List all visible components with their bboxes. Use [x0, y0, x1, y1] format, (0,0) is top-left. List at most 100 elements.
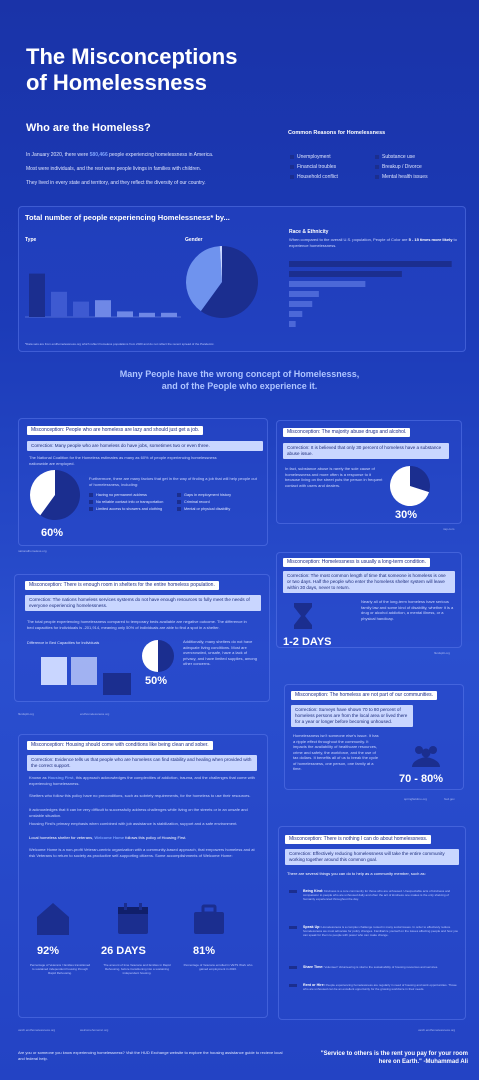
bullet-icon: [290, 165, 294, 169]
reasons-heading: Common Reasons for Homelessness: [288, 130, 386, 136]
m2-source: nsp.com: [443, 527, 455, 531]
calendar-icon: [118, 903, 148, 934]
pie-slice: [186, 246, 222, 312]
race-chart: [289, 261, 452, 327]
m1-text-1: The National Coalition for the Homeless …: [29, 455, 217, 466]
race-bar: [289, 291, 319, 297]
m7-text: There are several things you can do to h…: [287, 871, 426, 876]
bullet-icon: [177, 500, 181, 504]
type-bar: [139, 312, 155, 317]
bullet-icon: [89, 500, 93, 504]
total-heading: Total number of people experiencing Home…: [25, 213, 230, 222]
race-bar: [289, 321, 296, 327]
race-bar: [289, 281, 366, 287]
pie-slice: [390, 466, 430, 506]
m7-item-3: Share Time: Volunteer! Volunteering is v…: [289, 965, 459, 969]
race-bar: [289, 271, 402, 277]
m5-misconception: Misconception: The homeless are not part…: [291, 691, 438, 700]
m6-correction: Correction: Evidence tells us that peopl…: [27, 755, 257, 771]
type-bar: [51, 291, 67, 317]
m2-misconception: Misconception: The majority abuse drugs …: [283, 428, 411, 437]
bed-bar-1: [41, 657, 67, 685]
m6-stat-2-label: The amount of time Veterans and families…: [103, 963, 171, 975]
m6-text-5: Local homeless shelter for veterans, Wel…: [29, 835, 187, 840]
type-chart: [25, 273, 181, 318]
m7-item-2: Speak Up: Homelessness is a complex chal…: [289, 925, 459, 937]
bullet-icon: [89, 507, 93, 511]
m3-source: fluidsplit.org: [434, 651, 451, 655]
m1-text-2: Furthermore, there are many factors that…: [89, 476, 257, 487]
bullet-icon: [290, 155, 294, 159]
reason-item: Breakup / Divorce: [375, 164, 460, 170]
m7-card: Misconception: There is nothing I can do…: [278, 826, 466, 1020]
type-bar: [117, 311, 133, 317]
bed-bar-3: [103, 673, 131, 695]
m5-source-2: hud.gov: [444, 797, 455, 801]
m4-text-2: Additionally, many shelters do not have …: [183, 639, 257, 666]
m4-source-2: endhomelessness.org: [80, 712, 110, 716]
pie-slice: [158, 640, 174, 672]
dash-icon: [289, 926, 297, 929]
title-line-1: The Misconceptions: [26, 44, 238, 69]
bullet-icon: [89, 493, 93, 497]
pie-slice: [40, 470, 80, 520]
m7-item-4: Rent or Hire: People experiencing homele…: [289, 983, 459, 991]
bed-chart: [41, 657, 131, 695]
briefcase-icon: [194, 904, 224, 934]
pie-slice: [200, 246, 258, 318]
pie-slice: [30, 470, 55, 516]
race-bar: [289, 261, 452, 267]
reason-item: Financial troubles: [290, 164, 375, 170]
m6-text-2: Shelters who follow this policy have no …: [29, 793, 251, 798]
m3-card: Misconception: Homelessness is usually a…: [276, 552, 462, 648]
m4-correction: Correction: The nations homeless service…: [25, 595, 261, 611]
reason-item: Household conflict: [290, 174, 375, 180]
m1-misconception: Misconception: People who are homeless a…: [27, 426, 204, 435]
bullet-icon: [290, 175, 294, 179]
m3-misconception: Misconception: Homelessness is usually a…: [283, 558, 430, 567]
m6-stat-2: 26 DAYS: [101, 945, 146, 957]
gender-chart: [186, 246, 258, 318]
m4-stat: 50%: [145, 675, 168, 687]
race-label: Race & Ethnicity: [289, 229, 329, 235]
m1-stat: 60%: [41, 527, 64, 539]
who-p1: In January 2020, there were 580,466 peop…: [26, 152, 214, 158]
total-card: Total number of people experiencing Home…: [18, 206, 466, 352]
type-bar: [161, 312, 177, 317]
footer-quote: "Service to others is the rent you pay f…: [320, 1051, 468, 1065]
m2-correction: Correction: It is believed that only 30 …: [283, 443, 449, 459]
m1-card: Misconception: People who are homeless a…: [18, 418, 268, 546]
m4-source-1: fluidsplit.org: [18, 712, 35, 716]
m4-card: Misconception: There is enough room in s…: [14, 574, 270, 702]
m4-pie: [142, 640, 174, 672]
bed-bar-2: [71, 657, 97, 685]
type-bar: [73, 301, 89, 317]
race-bar: [289, 311, 303, 317]
m6-text-4: Housing First's primary emphasis when co…: [29, 821, 238, 826]
m6-stat-1: 92%: [37, 945, 60, 957]
footer-help: Are you or someone you know experiencing…: [18, 1050, 283, 1061]
m7-source: usich.endhomelessness.org: [418, 1028, 456, 1032]
m1-source: nationalhomeless.org: [18, 549, 47, 553]
title-line-2: of Homelessness: [26, 70, 207, 95]
type-bar: [95, 300, 111, 317]
m5-correction: Correction: Surveys have shown 70 to 80 …: [291, 705, 413, 727]
dash-icon: [289, 966, 297, 969]
m1-bullets: Having no permanent address Gaps in empl…: [89, 493, 265, 511]
community-icon: [412, 746, 440, 767]
m6-card: Misconception: Housing should come with …: [18, 734, 268, 1018]
m5-source-1: springfieldmo.org: [404, 797, 428, 801]
m6-stat-3: 81%: [193, 945, 216, 957]
reason-item: Substance use: [375, 154, 460, 160]
m5-card: Misconception: The homeless are not part…: [284, 684, 464, 790]
who-p3: They lived in every state and territory,…: [26, 180, 206, 186]
who-count: 580,466: [89, 152, 108, 158]
house-icon: [37, 903, 69, 935]
dash-icon: [289, 890, 297, 893]
m2-card: Misconception: The majority abuse drugs …: [276, 420, 462, 524]
m2-pie: [390, 466, 430, 506]
m6-text-6: Welcome Home is a non-profit Veteran-cen…: [29, 847, 255, 858]
m6-text-3: It acknowledges that it can be very diff…: [29, 807, 248, 818]
bullet-icon: [177, 493, 181, 497]
type-bar: [29, 273, 45, 317]
